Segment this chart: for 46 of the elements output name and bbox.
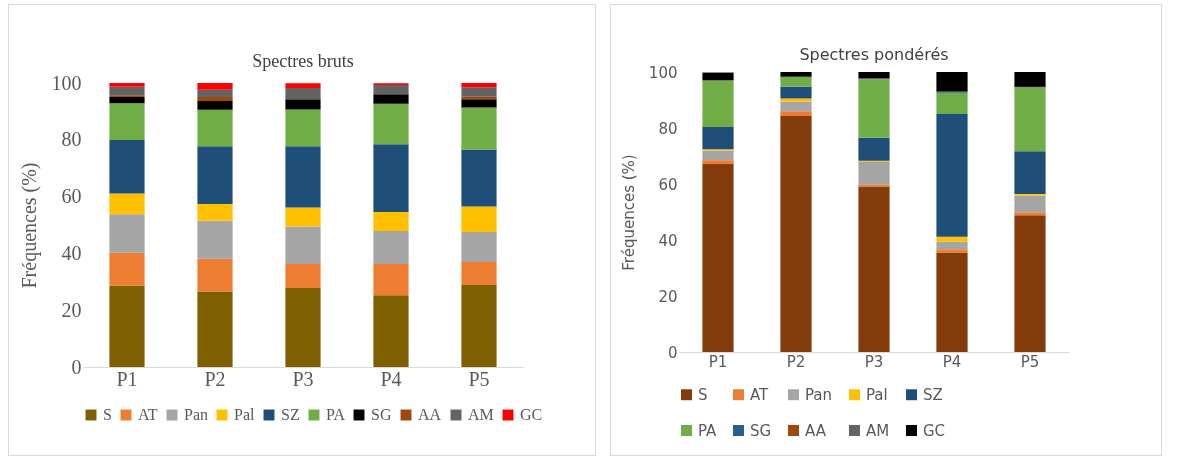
- legend-label: Pal: [234, 406, 255, 423]
- legend-label: AA: [805, 421, 827, 440]
- y-tick-label: 40: [658, 231, 678, 250]
- y-tick-label: 20: [61, 298, 82, 321]
- y-tick-label: 80: [61, 128, 82, 151]
- legend-label: AT: [750, 385, 770, 404]
- legend-label: S: [698, 385, 708, 404]
- x-tick-label: P2: [204, 367, 226, 390]
- legend-label: Pal: [866, 385, 888, 404]
- x-tick-label: P3: [292, 367, 314, 390]
- legend-label: AM: [866, 421, 890, 440]
- legend-label: AT: [138, 406, 158, 423]
- x-tick-label: P4: [380, 367, 402, 390]
- legend-label: SZ: [281, 406, 300, 423]
- legend-label: SG: [371, 406, 392, 423]
- legend-label: SZ: [923, 385, 943, 404]
- y-tick-label: 100: [51, 71, 82, 94]
- y-tick-label: 20: [658, 287, 678, 306]
- chart-title: Spectres pondérés: [799, 45, 949, 64]
- y-axis-title: Fréquences (%): [619, 154, 638, 271]
- legend-label: AA: [418, 406, 442, 423]
- y-tick-label: 100: [648, 63, 678, 82]
- legend-label: PA: [326, 406, 346, 423]
- legend-label: S: [103, 406, 112, 423]
- x-tick-label: P2: [786, 352, 806, 371]
- x-tick-label: P1: [708, 352, 728, 371]
- legend-label: SG: [750, 421, 772, 440]
- x-tick-label: P1: [116, 367, 138, 390]
- x-tick-label: P4: [942, 352, 962, 371]
- legend-label: GC: [923, 421, 946, 440]
- y-tick-label: 0: [71, 355, 82, 378]
- legend-label: GC: [520, 406, 543, 423]
- x-tick-label: P3: [864, 352, 884, 371]
- x-tick-label: P5: [468, 367, 490, 390]
- legend-label: PA: [698, 421, 718, 440]
- y-axis-title: Fréquences (%): [17, 162, 41, 289]
- legend-label: AM: [468, 406, 494, 423]
- y-tick-label: 0: [667, 343, 678, 362]
- y-tick-label: 40: [61, 241, 82, 264]
- chart-title: Spectres bruts: [252, 51, 354, 71]
- y-tick-label: 80: [658, 119, 678, 138]
- y-tick-label: 60: [61, 185, 82, 208]
- x-tick-label: P5: [1020, 352, 1040, 371]
- legend-label: Pan: [805, 385, 833, 404]
- legend-label: Pan: [184, 406, 208, 423]
- y-tick-label: 60: [658, 175, 678, 194]
